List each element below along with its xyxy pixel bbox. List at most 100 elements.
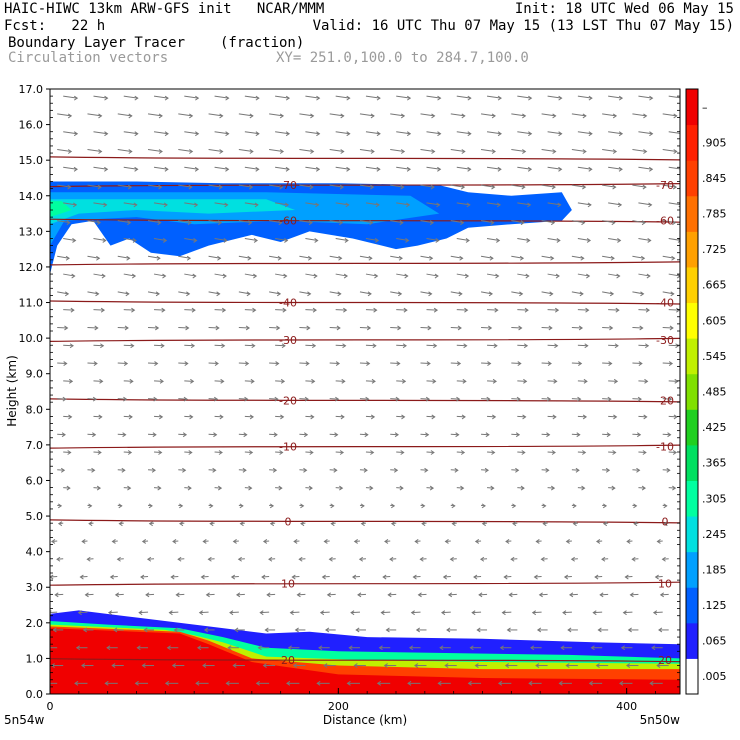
wind-vector xyxy=(481,325,493,331)
wind-vector xyxy=(359,113,375,119)
colorbar-label: .065 xyxy=(702,635,727,648)
isotherm-line xyxy=(50,398,680,403)
wind-vector xyxy=(329,184,345,190)
wind-vector xyxy=(299,291,312,297)
wind-vector xyxy=(335,414,345,420)
wind-vector xyxy=(638,95,654,101)
wind-vector xyxy=(87,361,98,366)
wind-vector xyxy=(602,521,609,527)
wind-vector xyxy=(426,273,439,279)
wind-vector xyxy=(316,680,330,686)
wind-vector xyxy=(608,131,624,137)
wind-vector xyxy=(599,592,609,598)
wind-vector xyxy=(359,503,365,509)
wind-vector xyxy=(300,521,306,527)
wind-vector xyxy=(622,610,633,616)
isotherm-label-center: 20 xyxy=(281,654,295,667)
wind-vector xyxy=(335,273,349,279)
wind-vector xyxy=(444,663,457,668)
wind-vector xyxy=(244,414,254,420)
wind-vector xyxy=(292,663,306,668)
wind-vector xyxy=(184,131,200,137)
colorbar-label: .665 xyxy=(702,279,727,292)
wind-vector xyxy=(420,361,431,366)
wind-vector xyxy=(572,521,578,527)
field-name: Boundary Layer Tracer xyxy=(8,35,186,51)
wind-vector xyxy=(178,503,184,509)
wind-vector xyxy=(178,432,188,438)
y-tick-label: 14.0 xyxy=(19,190,44,203)
wind-vector xyxy=(608,307,620,313)
wind-vector xyxy=(481,432,490,438)
colorbar-swatch xyxy=(686,302,698,339)
wind-vector xyxy=(632,255,646,261)
wind-vector xyxy=(154,307,166,313)
wind-vector xyxy=(450,220,465,226)
wind-vector xyxy=(662,432,672,438)
wind-vector xyxy=(178,325,190,331)
wind-vector xyxy=(178,467,187,473)
isotherm-label-right: 20 xyxy=(658,654,672,667)
wind-vector xyxy=(420,184,435,190)
wind-vector xyxy=(530,645,542,651)
wind-vector xyxy=(528,680,542,686)
wind-vector xyxy=(329,361,341,366)
wind-vector xyxy=(396,273,409,279)
wind-vector xyxy=(268,556,276,562)
wind-vector xyxy=(63,166,78,172)
colorbar-swatch xyxy=(686,373,698,410)
title-left: HAIC-HIWC 13km ARW-GFS init NCAR/MMM xyxy=(4,1,325,17)
wind-vector xyxy=(663,521,669,527)
wind-vector xyxy=(487,485,495,491)
wind-vector xyxy=(365,273,379,279)
wind-vector xyxy=(74,680,88,686)
wind-vector xyxy=(238,325,250,331)
wind-vector xyxy=(184,343,196,349)
wind-vector xyxy=(396,166,411,172)
wind-vector xyxy=(439,645,451,651)
wind-vector xyxy=(595,539,603,544)
wind-vector xyxy=(547,273,560,279)
wind-vector xyxy=(536,627,548,633)
wind-vector xyxy=(577,307,590,313)
wind-vector xyxy=(148,361,159,366)
wind-vector xyxy=(365,131,381,137)
wind-vector xyxy=(93,237,107,243)
wind-vector xyxy=(214,307,227,313)
wind-vector xyxy=(208,220,223,226)
wind-vector xyxy=(571,291,584,297)
wind-vector xyxy=(225,680,239,686)
wind-vector xyxy=(179,521,185,527)
wind-vector xyxy=(517,131,533,137)
y-tick-label: 4.0 xyxy=(26,546,44,559)
wind-vector xyxy=(478,592,488,598)
wind-vector xyxy=(147,149,163,154)
wind-vector xyxy=(632,220,646,226)
wind-vector xyxy=(511,184,526,190)
wind-vector xyxy=(329,467,338,473)
wind-vector xyxy=(662,220,677,226)
wind-vector xyxy=(632,467,641,473)
colorbar-label: .365 xyxy=(702,457,727,470)
y-tick-label: 17.0 xyxy=(19,83,44,96)
wind-vector xyxy=(390,521,397,527)
colorbar-label: .005 xyxy=(702,670,727,683)
wind-vector xyxy=(326,592,336,598)
wind-vector xyxy=(426,485,435,491)
wind-vector xyxy=(597,627,609,633)
wind-vector xyxy=(238,113,254,119)
wind-vector xyxy=(656,663,669,668)
wind-vector xyxy=(275,95,291,101)
wind-vector xyxy=(396,95,412,101)
wind-vector xyxy=(123,378,134,384)
left-endpoint-label: 5n54w xyxy=(4,713,45,727)
wind-vector xyxy=(450,255,464,261)
wind-vector xyxy=(652,610,663,616)
wind-vector xyxy=(232,663,245,668)
wind-vector xyxy=(63,414,73,420)
wind-vector xyxy=(275,450,284,455)
wind-vector xyxy=(638,378,649,384)
wind-vector xyxy=(570,556,578,562)
isotherm-line xyxy=(50,300,680,305)
wind-vector xyxy=(456,273,470,279)
